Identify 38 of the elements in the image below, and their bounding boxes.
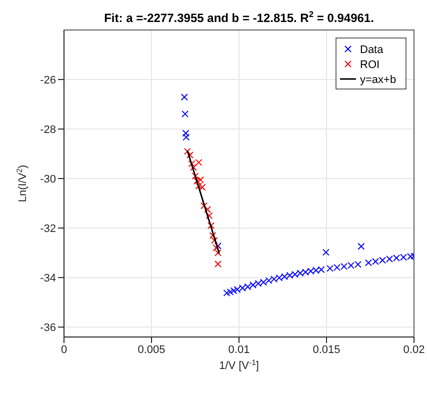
point — [206, 212, 213, 220]
x-tick-label: 0.005 — [138, 344, 166, 356]
x-tick-label: 0.015 — [312, 344, 340, 356]
point — [190, 164, 197, 171]
point — [180, 94, 188, 101]
point — [194, 178, 200, 185]
y-tick-label: -34 — [40, 272, 56, 284]
point — [211, 236, 218, 244]
point — [192, 172, 199, 180]
point — [197, 176, 204, 184]
y-tick-label: -26 — [40, 74, 56, 86]
point — [204, 206, 211, 213]
point — [182, 110, 189, 118]
legend-label: Data — [360, 44, 384, 56]
x-tick-label: 0 — [60, 344, 68, 356]
point — [184, 148, 191, 155]
point — [198, 184, 206, 191]
point — [358, 242, 365, 250]
y-tick-label: -32 — [40, 222, 56, 235]
point — [214, 249, 222, 256]
point — [195, 182, 202, 190]
point — [214, 260, 222, 268]
y-tick-label: -28 — [40, 124, 56, 136]
point — [208, 222, 214, 230]
point — [182, 130, 190, 137]
y-tick-label: -30 — [40, 173, 56, 186]
point — [182, 134, 190, 141]
legend-label: y=ax+b — [360, 74, 396, 86]
y-tick-label: -36 — [40, 322, 56, 334]
point — [186, 152, 194, 159]
point — [200, 202, 208, 210]
x-axis-title: 1/V [V$^{-1}$] — [219, 358, 259, 372]
x-tick-label: 0.01 — [228, 344, 250, 356]
chart-title: Fit: a =-2277.3955 and b = -12.815. R$^{2}$ = 0.94961. — [104, 9, 374, 25]
point — [209, 232, 216, 239]
legend-label: ROI — [360, 59, 380, 71]
x-tick-label: 0.02 — [403, 344, 425, 356]
point — [322, 248, 330, 256]
